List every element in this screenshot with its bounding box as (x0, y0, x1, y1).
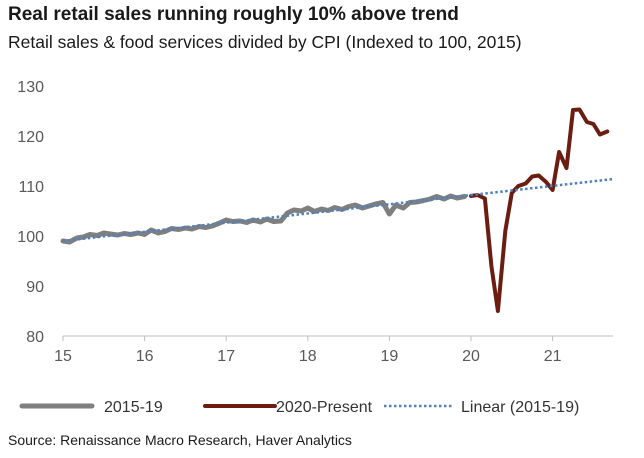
y-tick-label: 90 (26, 279, 44, 296)
x-tick-label: 21 (544, 348, 562, 365)
source-note: Source: Renaissance Macro Research, Have… (8, 432, 352, 448)
y-tick-label: 80 (26, 329, 44, 346)
plot-area (60, 107, 614, 313)
y-tick-label: 110 (18, 179, 44, 196)
x-tick-label: 20 (462, 348, 480, 365)
series-line-2 (469, 107, 610, 313)
x-tick-label: 17 (217, 348, 235, 365)
y-tick-label: 120 (17, 129, 44, 146)
legend-label-2: 2020-Present (276, 399, 373, 416)
x-axis-ticks: 15 16 17 18 19 20 21 (54, 336, 562, 365)
chart-title: Real retail sales running roughly 10% ab… (8, 4, 459, 25)
x-tick-label: 19 (381, 348, 399, 365)
y-tick-label: 130 (17, 79, 44, 96)
chart-subtitle: Retail sales & food services divided by … (8, 32, 522, 52)
legend-label-1: 2015-19 (104, 399, 163, 416)
legend: 2015-19 2020-Present Linear (2015-19) (19, 399, 579, 416)
x-tick-label: 18 (299, 348, 317, 365)
y-axis-ticks: 80 90 100 110 120 130 (17, 79, 44, 346)
y-tick-label: 100 (17, 229, 44, 246)
series-line-3 (62, 177, 614, 243)
legend-label-3: Linear (2015-19) (461, 399, 579, 416)
x-tick-label: 15 (54, 348, 72, 365)
x-tick-label: 16 (136, 348, 154, 365)
